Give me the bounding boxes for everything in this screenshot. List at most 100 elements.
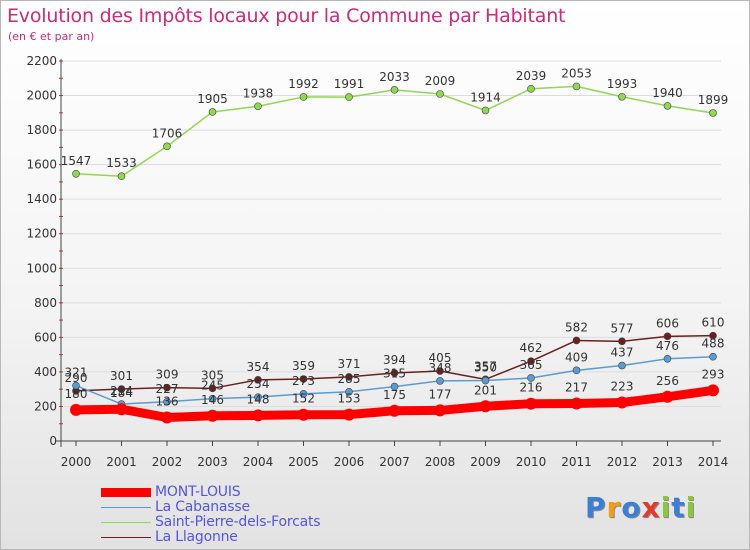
data-label-la-cabanasse: 214 [110,384,133,398]
data-point-la-cabanasse [345,387,353,396]
data-point-la-cabanasse [254,393,262,401]
data-label-mont-louis: 177 [429,387,452,401]
x-tick-label: 2002 [152,455,183,469]
x-tick-label: 2001 [106,455,137,469]
data-label-la-cabanasse: 285 [338,372,361,386]
x-tick-label: 2012 [607,455,638,469]
data-label-saint-pierre-dels-forcats: 1991 [334,77,365,91]
x-tick-label: 2013 [652,455,683,469]
data-label-saint-pierre-dels-forcats: 1533 [106,156,137,170]
data-point-la-llagonne [663,332,672,341]
data-point-la-cabanasse [618,361,626,370]
x-tick-label: 2005 [288,455,319,469]
data-point-la-llagonne [436,367,444,375]
data-point-mont-louis [707,384,719,397]
data-label-mont-louis: 152 [292,392,315,406]
legend-label: MONT-LOUIS [155,484,241,500]
y-tick-label: 800 [34,296,57,310]
data-point-mont-louis [161,411,173,424]
logo-letter: i [660,491,672,524]
proxiti-logo: Proxiti [585,491,696,524]
data-point-saint-pierre-dels-forcats [618,92,626,101]
x-tick-label: 2006 [334,455,365,469]
data-point-saint-pierre-dels-forcats [527,85,535,93]
data-point-saint-pierre-dels-forcats [163,142,171,151]
data-point-mont-louis [70,403,82,416]
data-point-saint-pierre-dels-forcats [572,82,581,91]
x-tick-label: 2008 [425,455,456,469]
data-label-saint-pierre-dels-forcats: 1938 [243,86,274,100]
data-point-saint-pierre-dels-forcats [709,109,717,117]
legend-label: La Llagonne [155,529,238,545]
data-label-la-cabanasse: 245 [201,379,224,393]
data-label-saint-pierre-dels-forcats: 1706 [152,126,183,140]
data-point-la-cabanasse [390,382,399,391]
data-point-mont-louis [479,400,492,413]
data-label-la-llagonne: 405 [429,351,452,365]
data-point-saint-pierre-dels-forcats [72,169,80,178]
y-tick-label: 1600 [26,158,57,172]
data-label-mont-louis: 217 [565,381,588,395]
data-point-la-cabanasse [299,390,308,398]
data-label-saint-pierre-dels-forcats: 1547 [61,154,92,168]
y-tick-label: 400 [34,365,57,379]
data-label-la-cabanasse: 254 [247,377,270,391]
x-tick-label: 2010 [516,455,547,469]
chart-title: Evolution des Impôts locaux pour la Comm… [7,5,566,27]
data-label-la-llagonne: 359 [292,359,315,373]
data-label-mont-louis: 216 [520,381,543,395]
data-label-la-llagonne: 354 [247,360,270,374]
data-point-la-llagonne [117,385,126,393]
data-label-la-cabanasse: 409 [565,350,588,364]
data-point-saint-pierre-dels-forcats [299,93,308,101]
data-point-la-cabanasse [663,354,672,363]
data-label-la-llagonne: 582 [565,320,588,334]
data-point-la-cabanasse [709,352,717,361]
data-label-la-llagonne: 357 [474,359,497,373]
data-point-mont-louis [388,404,401,417]
data-point-mont-louis [661,390,674,403]
data-point-mont-louis [252,409,264,422]
data-point-mont-louis [115,403,128,416]
data-label-la-cabanasse: 315 [383,367,406,381]
y-tick-label: 1200 [26,227,57,241]
legend-item-la-llagonne: La Llagonne [101,530,320,545]
data-point-saint-pierre-dels-forcats [254,102,262,111]
data-label-mont-louis: 153 [338,392,361,406]
legend-label: Saint-Pierre-dels-Forcats [155,514,321,530]
data-label-la-llagonne: 290 [65,371,88,385]
data-label-la-llagonne: 462 [520,341,543,355]
data-point-mont-louis [343,408,355,421]
data-point-la-llagonne [390,369,399,377]
data-point-la-llagonne [572,336,581,345]
data-label-la-cabanasse: 321 [65,366,88,380]
data-point-saint-pierre-dels-forcats [345,93,353,101]
logo-letter: x [641,491,661,524]
legend-swatch-saint-pierre [101,522,151,523]
y-tick-label: 600 [34,330,57,344]
legend-swatch-la-llagonne [101,537,151,538]
data-label-la-llagonne: 305 [201,368,224,382]
data-label-la-cabanasse: 476 [656,339,679,353]
data-label-saint-pierre-dels-forcats: 2039 [516,69,547,83]
data-label-la-cabanasse: 437 [611,346,634,360]
x-tick-label: 2003 [197,455,228,469]
data-point-la-llagonne [299,375,308,383]
logo-letter: r [606,491,622,524]
legend-item-saint-pierre: Saint-Pierre-dels-Forcats [101,514,321,530]
data-point-la-llagonne [254,376,262,384]
data-label-la-llagonne: 309 [156,368,179,382]
legend-swatch-mont-louis [101,488,151,497]
legend-item-la-cabanasse: La Cabanasse [101,500,320,515]
data-label-la-llagonne: 301 [110,369,133,383]
data-point-saint-pierre-dels-forcats [208,108,217,116]
data-label-la-cabanasse: 365 [520,358,543,372]
data-label-la-llagonne: 610 [702,316,725,330]
data-point-saint-pierre-dels-forcats [481,106,490,115]
data-label-mont-louis: 148 [247,392,270,406]
y-tick-label: 1800 [26,123,57,137]
y-tick-label: 2200 [26,54,57,68]
data-label-mont-louis: 180 [65,387,88,401]
data-point-saint-pierre-dels-forcats [117,172,126,181]
